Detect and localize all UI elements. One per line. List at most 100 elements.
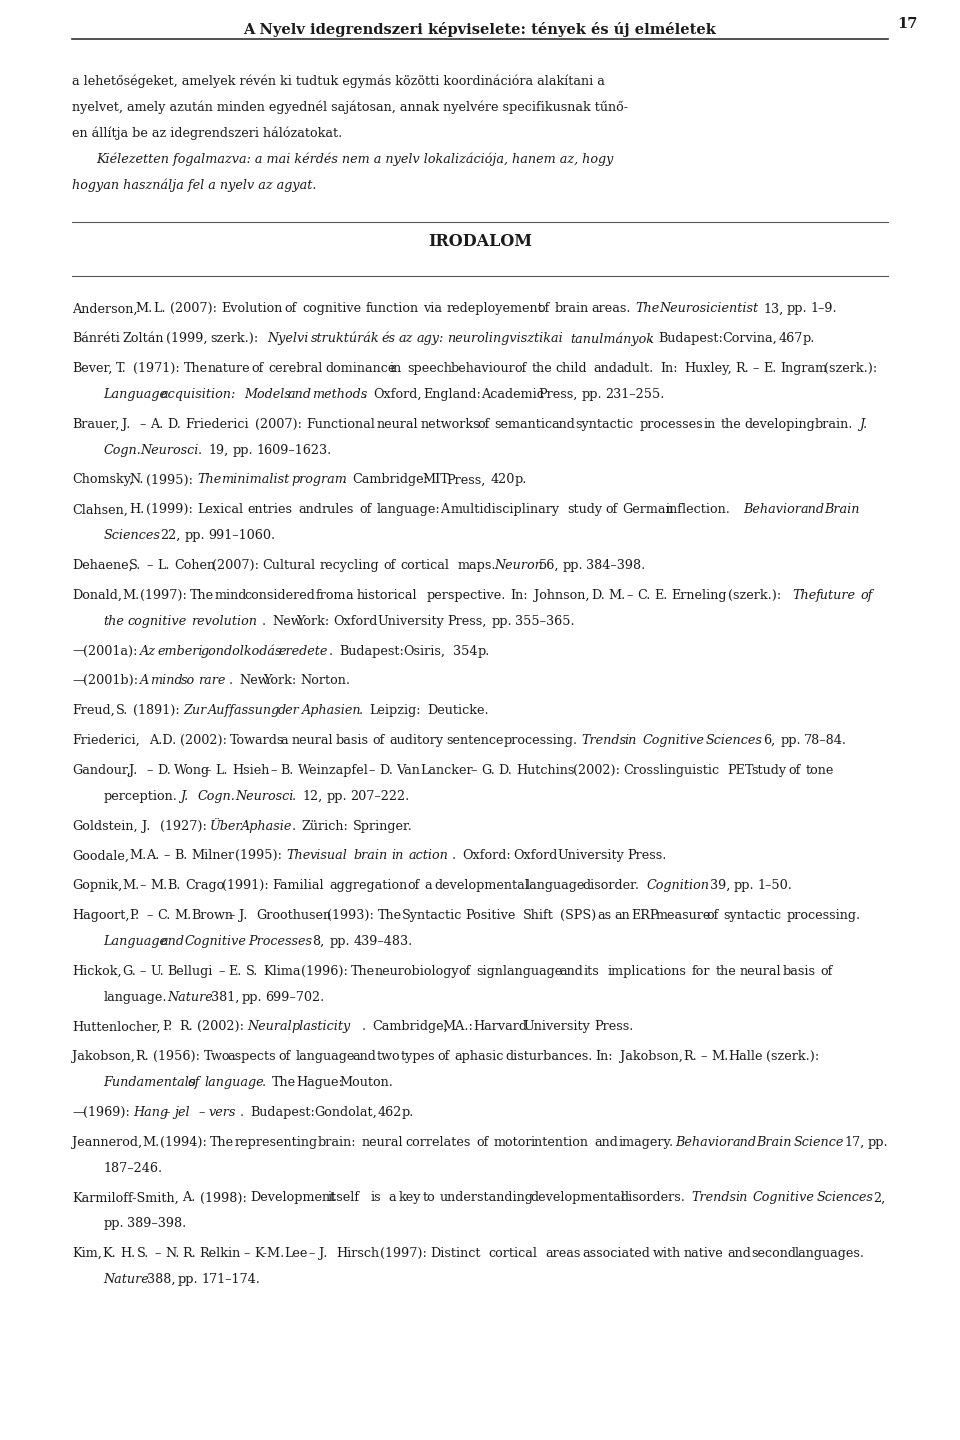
Text: Deuticke.: Deuticke.: [427, 704, 489, 717]
Text: auditory: auditory: [390, 734, 444, 747]
Text: S.: S.: [130, 559, 141, 572]
Text: the: the: [715, 965, 736, 978]
Text: Karmiloff-Smith,: Karmiloff-Smith,: [72, 1191, 179, 1204]
Text: 439–483.: 439–483.: [353, 935, 413, 948]
Text: Kiélezetten fogalmazva: a mai kérdés nem a nyelv lokalizációja, hanem az, hogy: Kiélezetten fogalmazva: a mai kérdés nem…: [96, 153, 613, 166]
Text: (1995):: (1995):: [147, 474, 193, 487]
Text: agy:: agy:: [417, 333, 444, 346]
Text: Language: Language: [104, 387, 167, 400]
Text: in: in: [704, 418, 715, 431]
Text: pp.: pp.: [492, 615, 512, 628]
Text: program: program: [291, 474, 348, 487]
Text: Shift: Shift: [522, 909, 553, 922]
Text: 2,: 2,: [874, 1191, 885, 1204]
Text: L.: L.: [157, 559, 170, 572]
Text: —: —: [72, 1106, 84, 1119]
Text: A: A: [140, 674, 149, 687]
Text: nyelvet, amely azután minden egyednél sajátosan, annak nyelvére specifikusnak tű: nyelvet, amely azután minden egyednél sa…: [72, 101, 628, 114]
Text: developmental: developmental: [531, 1191, 625, 1204]
Text: Bever,: Bever,: [72, 361, 112, 374]
Text: Press,: Press,: [538, 387, 577, 400]
Text: der: der: [278, 704, 300, 717]
Text: C.: C.: [157, 909, 171, 922]
Text: J.: J.: [858, 418, 867, 431]
Text: of: of: [605, 504, 617, 517]
Text: (2007):: (2007):: [170, 302, 217, 315]
Text: tone: tone: [805, 763, 834, 776]
Text: inflection.: inflection.: [666, 504, 731, 517]
Text: A.D.: A.D.: [149, 734, 177, 747]
Text: pp.: pp.: [733, 880, 755, 893]
Text: and: and: [801, 504, 825, 517]
Text: Behavior: Behavior: [675, 1136, 733, 1149]
Text: neurolingvisztikai: neurolingvisztikai: [446, 333, 563, 346]
Text: 462: 462: [377, 1106, 402, 1119]
Text: Anderson,: Anderson,: [72, 302, 137, 315]
Text: (2007):: (2007):: [255, 418, 302, 431]
Text: in: in: [391, 850, 403, 863]
Text: Sciences: Sciences: [706, 734, 763, 747]
Text: of: of: [820, 965, 832, 978]
Text: Zur: Zur: [183, 704, 206, 717]
Text: In:: In:: [660, 361, 679, 374]
Text: MIT: MIT: [422, 474, 449, 487]
Text: Towards: Towards: [230, 734, 284, 747]
Text: Fundamentals: Fundamentals: [104, 1076, 196, 1089]
Text: Goodale,: Goodale,: [72, 850, 129, 863]
Text: (2001b):: (2001b):: [83, 674, 137, 687]
Text: Cohen: Cohen: [175, 559, 215, 572]
Text: for: for: [691, 965, 709, 978]
Text: 13,: 13,: [763, 302, 783, 315]
Text: cognitive: cognitive: [127, 615, 186, 628]
Text: J.: J.: [130, 763, 137, 776]
Text: C.: C.: [636, 589, 650, 602]
Text: N.: N.: [130, 474, 144, 487]
Text: language:: language:: [376, 504, 440, 517]
Text: of: of: [252, 361, 264, 374]
Text: historical: historical: [356, 589, 417, 602]
Text: and: and: [552, 418, 576, 431]
Text: R.: R.: [684, 1050, 697, 1063]
Text: Freud,: Freud,: [72, 704, 115, 717]
Text: J.: J.: [123, 418, 131, 431]
Text: Cognitive: Cognitive: [184, 935, 246, 948]
Text: 8,: 8,: [312, 935, 324, 948]
Text: Press.: Press.: [628, 850, 667, 863]
Text: Press.: Press.: [594, 1021, 634, 1034]
Text: E.: E.: [763, 361, 777, 374]
Text: pp.: pp.: [787, 302, 807, 315]
Text: aspects: aspects: [228, 1050, 276, 1063]
Text: Hsieh: Hsieh: [232, 763, 270, 776]
Text: and: and: [288, 387, 312, 400]
Text: 1–9.: 1–9.: [811, 302, 837, 315]
Text: of: of: [477, 418, 490, 431]
Text: (1995):: (1995):: [235, 850, 282, 863]
Text: –: –: [164, 850, 170, 863]
Text: A Nyelv idegrendszeri képviselete: tények és új elméletek: A Nyelv idegrendszeri képviselete: ténye…: [244, 22, 716, 36]
Text: of: of: [459, 965, 471, 978]
Text: Corvina,: Corvina,: [722, 333, 777, 346]
Text: languages.: languages.: [795, 1247, 865, 1260]
Text: Ingram: Ingram: [780, 361, 828, 374]
Text: (2002):: (2002):: [180, 734, 227, 747]
Text: E.: E.: [654, 589, 667, 602]
Text: pp.: pp.: [329, 935, 349, 948]
Text: Oxford:: Oxford:: [463, 850, 512, 863]
Text: itself: itself: [327, 1191, 359, 1204]
Text: Oxford,: Oxford,: [373, 387, 421, 400]
Text: Johnson,: Johnson,: [535, 589, 590, 602]
Text: aphasic: aphasic: [455, 1050, 504, 1063]
Text: perspective.: perspective.: [427, 589, 506, 602]
Text: Gopnik,: Gopnik,: [72, 880, 122, 893]
Text: 187–246.: 187–246.: [104, 1162, 162, 1175]
Text: Hickok,: Hickok,: [72, 965, 122, 978]
Text: (1994):: (1994):: [159, 1136, 206, 1149]
Text: and: and: [732, 1136, 756, 1149]
Text: 991–1060.: 991–1060.: [208, 530, 276, 543]
Text: Huttenlocher,: Huttenlocher,: [72, 1021, 160, 1034]
Text: A.: A.: [182, 1191, 196, 1204]
Text: in: in: [625, 734, 637, 747]
Text: Klima: Klima: [263, 965, 300, 978]
Text: processes: processes: [639, 418, 703, 431]
Text: (1991):: (1991):: [222, 880, 269, 893]
